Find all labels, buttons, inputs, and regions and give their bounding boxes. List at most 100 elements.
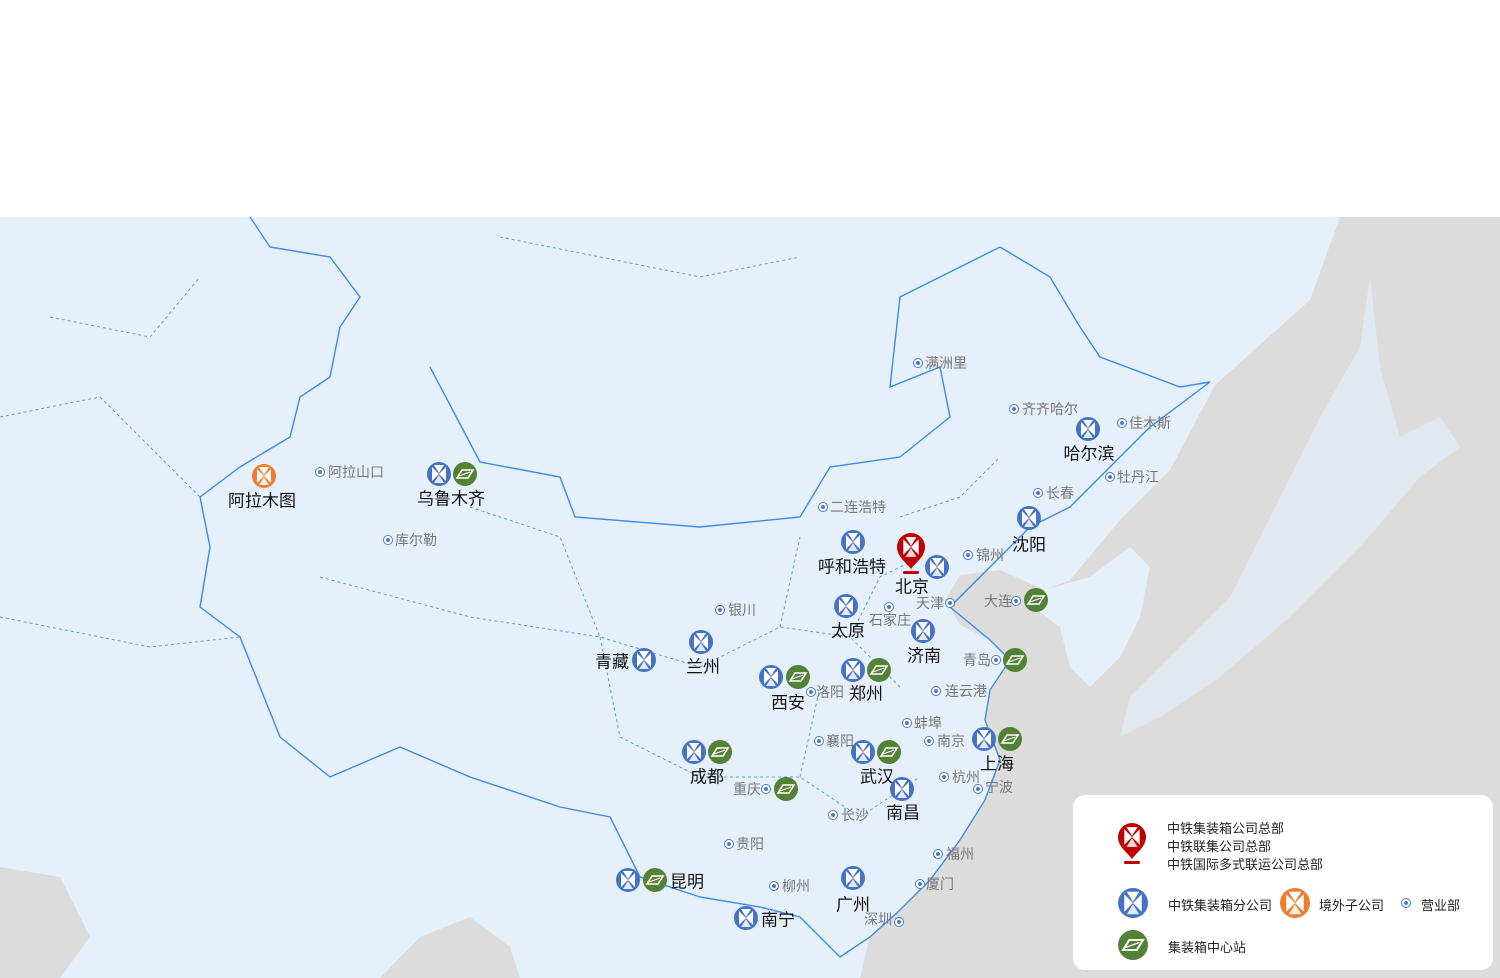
branch-icon[interactable] (682, 740, 706, 764)
office-dot-icon[interactable] (973, 784, 983, 794)
office-dot-icon[interactable] (924, 736, 934, 746)
office-dot-icon[interactable] (383, 535, 393, 545)
office-dot-icon[interactable] (1033, 488, 1043, 498)
branch-icon[interactable] (841, 530, 865, 554)
branch-icon[interactable] (911, 619, 935, 643)
office-label[interactable]: 齐齐哈尔 (1022, 402, 1078, 418)
office-label[interactable]: 襄阳 (826, 734, 854, 750)
branch-icon[interactable] (890, 777, 914, 801)
office-dot-icon[interactable] (1009, 404, 1019, 414)
city-label[interactable]: 南昌 (886, 803, 920, 824)
office-dot-icon[interactable] (818, 502, 828, 512)
office-label[interactable]: 牡丹江 (1117, 470, 1159, 486)
office-label[interactable]: 南京 (937, 734, 965, 750)
office-label[interactable]: 蚌埠 (914, 716, 942, 732)
branch-icon[interactable] (1076, 417, 1100, 441)
office-dot-icon[interactable] (1117, 418, 1127, 428)
city-label[interactable]: 成都 (690, 767, 724, 788)
city-label[interactable]: 沈阳 (1012, 535, 1046, 556)
office-label[interactable]: 长沙 (841, 808, 869, 824)
office-label[interactable]: 满洲里 (925, 356, 967, 372)
office-dot-icon[interactable] (915, 879, 925, 889)
center-icon[interactable] (1024, 588, 1048, 612)
city-label[interactable]: 呼和浩特 (818, 557, 886, 578)
center-icon[interactable] (774, 777, 798, 801)
office-label[interactable]: 厦门 (926, 877, 954, 893)
branch-icon[interactable] (841, 658, 865, 682)
city-label[interactable]: 西安 (771, 693, 805, 714)
office-dot-icon[interactable] (894, 917, 904, 927)
center-icon[interactable] (998, 727, 1022, 751)
office-label[interactable]: 洛阳 (816, 685, 844, 701)
office-dot-icon[interactable] (1105, 472, 1115, 482)
office-dot-icon[interactable] (939, 772, 949, 782)
overseas-icon[interactable] (252, 464, 276, 488)
office-label[interactable]: 锦州 (976, 548, 1004, 564)
center-icon[interactable] (708, 740, 732, 764)
office-dot-icon[interactable] (769, 881, 779, 891)
city-label[interactable]: 北京 (895, 577, 929, 598)
office-dot-icon[interactable] (931, 686, 941, 696)
center-icon[interactable] (867, 658, 891, 682)
branch-icon[interactable] (734, 906, 758, 930)
hq-pin-icon[interactable] (896, 532, 926, 576)
branch-icon[interactable] (841, 866, 865, 890)
office-label[interactable]: 宁波 (985, 780, 1013, 796)
city-label[interactable]: 阿拉木图 (228, 491, 296, 512)
office-label[interactable]: 贵阳 (736, 837, 764, 853)
office-label[interactable]: 福州 (946, 847, 974, 863)
office-dot-icon[interactable] (933, 849, 943, 859)
office-dot-icon[interactable] (991, 655, 1001, 665)
branch-icon[interactable] (1017, 506, 1041, 530)
city-label[interactable]: 昆明 (670, 872, 704, 893)
city-label[interactable]: 太原 (831, 621, 865, 642)
office-dot-icon[interactable] (761, 784, 771, 794)
center-icon[interactable] (786, 665, 810, 689)
office-dot-icon[interactable] (828, 810, 838, 820)
branch-icon[interactable] (427, 462, 451, 486)
office-label[interactable]: 深圳 (864, 912, 892, 928)
city-label[interactable]: 南宁 (761, 910, 795, 931)
office-dot-icon[interactable] (715, 605, 725, 615)
center-icon[interactable] (643, 868, 667, 892)
city-label[interactable]: 哈尔滨 (1063, 444, 1115, 465)
office-label[interactable]: 阿拉山口 (328, 465, 384, 481)
office-dot-icon[interactable] (315, 467, 325, 477)
office-dot-icon[interactable] (945, 598, 955, 608)
office-label[interactable]: 连云港 (945, 684, 987, 700)
city-label[interactable]: 郑州 (849, 684, 883, 705)
office-label[interactable]: 佳木斯 (1129, 416, 1171, 432)
branch-icon[interactable] (616, 868, 640, 892)
city-label[interactable]: 兰州 (686, 657, 720, 678)
office-label[interactable]: 天津 (916, 596, 944, 612)
office-label[interactable]: 石家庄 (869, 613, 911, 629)
office-label[interactable]: 大连 (984, 594, 1012, 610)
city-label[interactable]: 上海 (980, 754, 1014, 775)
city-label[interactable]: 武汉 (860, 767, 894, 788)
office-label[interactable]: 长春 (1046, 486, 1074, 502)
branch-icon[interactable] (759, 665, 783, 689)
office-dot-icon[interactable] (724, 839, 734, 849)
office-dot-icon[interactable] (902, 718, 912, 728)
branch-icon[interactable] (632, 648, 656, 672)
office-label[interactable]: 青岛 (963, 653, 991, 669)
office-dot-icon[interactable] (814, 736, 824, 746)
office-label[interactable]: 重庆 (733, 782, 761, 798)
office-label[interactable]: 柳州 (782, 879, 810, 895)
branch-icon[interactable] (925, 555, 949, 579)
center-icon[interactable] (877, 740, 901, 764)
office-label[interactable]: 银川 (728, 603, 756, 619)
city-label[interactable]: 济南 (907, 646, 941, 667)
office-label[interactable]: 库尔勒 (395, 533, 437, 549)
office-dot-icon[interactable] (1011, 596, 1021, 606)
office-dot-icon[interactable] (806, 687, 816, 697)
branch-icon[interactable] (851, 740, 875, 764)
city-label[interactable]: 乌鲁木齐 (417, 489, 485, 510)
office-dot-icon[interactable] (913, 358, 923, 368)
office-dot-icon[interactable] (963, 550, 973, 560)
branch-icon[interactable] (972, 727, 996, 751)
branch-icon[interactable] (689, 630, 713, 654)
office-label[interactable]: 二连浩特 (830, 500, 886, 516)
center-icon[interactable] (453, 462, 477, 486)
map[interactable]: 乌鲁木齐 阿拉木图 哈尔滨 沈阳 呼和浩特 北京 太原 济南 兰州 青藏 西安 郑州 成都 武汉 上海 南昌昆… (0, 217, 1500, 978)
